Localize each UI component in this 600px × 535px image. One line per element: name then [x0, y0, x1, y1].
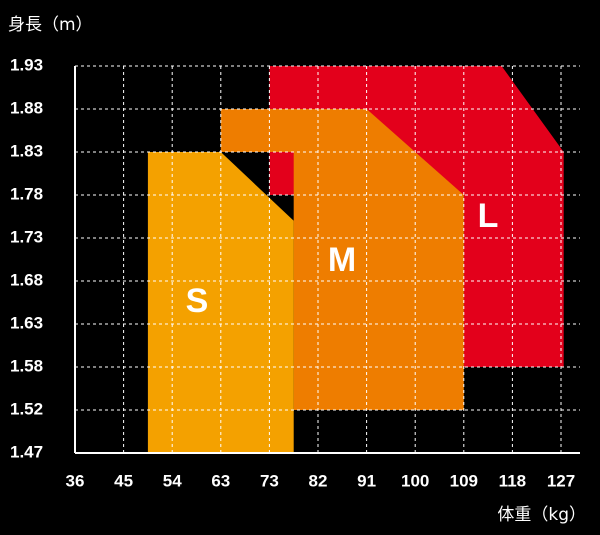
y-tick-label: 1.68 — [10, 270, 43, 289]
y-tick-label: 1.63 — [10, 313, 43, 332]
y-axis-ticks: 1.47 1.52 1.58 1.63 1.68 1.73 1.78 1.83 1.88 1.93 — [10, 55, 43, 461]
x-tick-label: 109 — [450, 471, 478, 490]
x-tick-label: 100 — [401, 471, 429, 490]
x-tick-label: 82 — [309, 471, 328, 490]
y-tick-label: 1.47 — [10, 442, 43, 461]
x-tick-label: 63 — [211, 471, 230, 490]
region-label-m: M — [328, 241, 356, 279]
region-label-l: L — [478, 197, 499, 235]
grid-lines — [74, 65, 580, 454]
region-m — [220, 109, 464, 410]
y-tick-label: 1.93 — [10, 55, 43, 74]
x-tick-label: 45 — [114, 471, 133, 490]
x-tick-label: 36 — [66, 471, 85, 490]
x-tick-label: 54 — [163, 471, 182, 490]
x-axis-ticks: 36 45 54 63 73 82 91 100 109 118 127 — [66, 471, 576, 490]
y-tick-label: 1.88 — [10, 98, 43, 117]
y-tick-label: 1.83 — [10, 141, 43, 160]
y-tick-label: 1.58 — [10, 356, 43, 375]
x-tick-label: 73 — [260, 471, 279, 490]
x-tick-label: 118 — [499, 471, 526, 490]
x-axis-title: 体重（kg） — [497, 505, 586, 525]
x-tick-label: 127 — [547, 471, 575, 490]
y-axis-title: 身長（m） — [8, 15, 93, 35]
y-tick-label: 1.73 — [10, 227, 43, 246]
x-tick-label: 91 — [357, 471, 376, 490]
y-tick-label: 1.78 — [10, 184, 43, 203]
region-labels: L M S — [186, 197, 499, 320]
region-label-s: S — [186, 282, 209, 320]
y-tick-label: 1.52 — [10, 399, 43, 418]
